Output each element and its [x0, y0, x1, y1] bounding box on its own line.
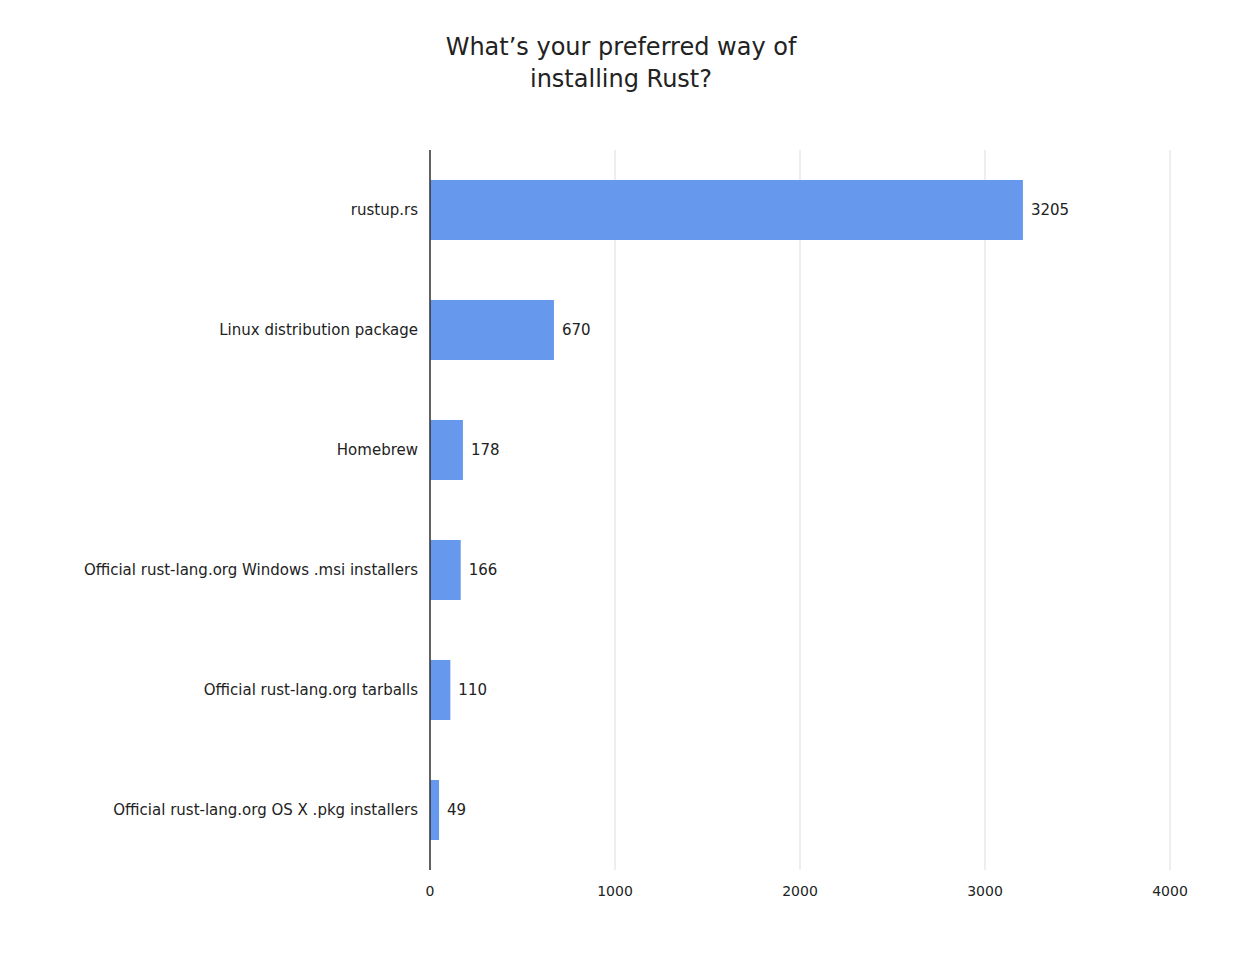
chart-container: What’s your preferred way of installing R… [0, 0, 1242, 953]
x-tick-label: 0 [426, 883, 435, 899]
category-label: Linux distribution package [219, 321, 418, 339]
y-axis-line [429, 150, 431, 870]
labels: 3205 rustup.rs 670 Linux distribution packa… [84, 201, 1069, 819]
x-tick-label: 2000 [782, 883, 818, 899]
category-label: rustup.rs [351, 201, 418, 219]
bar [430, 420, 463, 480]
chart-svg: What’s your preferred way of installing R… [0, 0, 1242, 953]
title: What’s your preferred way of installing R… [446, 33, 797, 93]
grid-line [1170, 150, 1171, 870]
value-label: 166 [469, 561, 498, 579]
value-label: 178 [471, 441, 500, 459]
grid-line [800, 150, 801, 870]
x-tick-label: 1000 [597, 883, 633, 899]
bar [430, 540, 461, 600]
x-tick-label: 3000 [967, 883, 1003, 899]
value-label: 670 [562, 321, 591, 339]
bars [430, 180, 1023, 840]
category-label: Official rust-lang.org tarballs [204, 681, 418, 699]
value-label: 110 [458, 681, 487, 699]
bar [430, 300, 554, 360]
title-line: What’s your preferred way of [446, 33, 797, 61]
title-line: installing Rust? [530, 65, 712, 93]
grid [430, 150, 1170, 870]
category-label: Official rust-lang.org Windows .msi inst… [84, 561, 418, 579]
x-tick-label: 4000 [1152, 883, 1188, 899]
bar [430, 660, 450, 720]
category-label: Official rust-lang.org OS X .pkg install… [113, 801, 418, 819]
value-label: 49 [447, 801, 466, 819]
grid-line [615, 150, 616, 870]
value-label: 3205 [1031, 201, 1069, 219]
grid-line [430, 150, 431, 870]
category-label: Homebrew [337, 441, 418, 459]
bar [430, 180, 1023, 240]
grid-line [985, 150, 986, 870]
bar [430, 780, 439, 840]
